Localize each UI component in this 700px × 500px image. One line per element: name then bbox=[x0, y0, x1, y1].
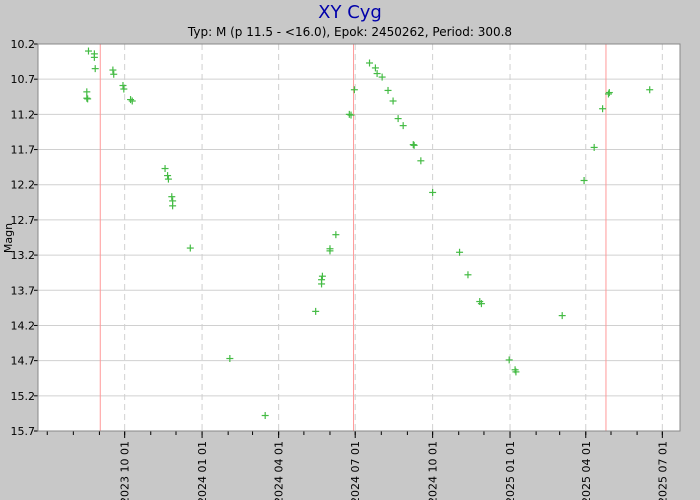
data-point bbox=[456, 248, 464, 256]
axis-layer: 10.2 10.7 11.2 11.7 12.2 12.7 13.2 13.7 14.2 14.7… bbox=[11, 38, 681, 500]
data-point bbox=[161, 165, 169, 173]
data-point bbox=[590, 143, 598, 151]
data-point bbox=[164, 172, 172, 180]
data-point bbox=[318, 280, 326, 288]
data-point bbox=[429, 188, 437, 196]
data-point bbox=[394, 115, 402, 123]
x-tick-label: 2025 01 01 bbox=[504, 441, 517, 500]
data-point bbox=[384, 86, 392, 94]
data-point bbox=[604, 90, 612, 98]
data-point bbox=[646, 86, 654, 94]
data-point bbox=[366, 59, 374, 67]
x-tick-label: 2024 07 01 bbox=[349, 441, 362, 500]
data-point bbox=[127, 96, 135, 104]
plot-frame bbox=[37, 43, 681, 432]
y-tick-label: 12.2 bbox=[11, 179, 36, 192]
data-point bbox=[261, 412, 269, 420]
chart-title: XY Cyg bbox=[318, 2, 382, 23]
data-point bbox=[169, 202, 177, 210]
grid-layer bbox=[38, 43, 680, 432]
data-point bbox=[350, 86, 358, 94]
data-point bbox=[312, 307, 320, 315]
data-point bbox=[512, 368, 520, 376]
x-tick-label: 2023 10 01 bbox=[119, 441, 132, 500]
data-point bbox=[318, 272, 326, 280]
x-tick-label: 2024 04 01 bbox=[273, 441, 286, 500]
y-axis-label: Magn bbox=[2, 223, 15, 253]
data-point bbox=[110, 70, 118, 78]
y-tick-label: 11.2 bbox=[11, 108, 36, 121]
data-point bbox=[332, 231, 340, 239]
chart-subtitle: Typ: M (p 11.5 - <16.0), Epok: 2450262, … bbox=[187, 25, 513, 39]
x-tick-label: 2025 07 01 bbox=[656, 441, 669, 500]
data-point bbox=[371, 64, 379, 72]
data-point bbox=[599, 105, 607, 113]
data-point bbox=[558, 312, 566, 320]
data-point bbox=[90, 53, 98, 61]
data-point bbox=[226, 355, 234, 363]
data-point bbox=[109, 66, 117, 74]
data-point bbox=[84, 95, 92, 103]
y-tick-label: 10.2 bbox=[11, 38, 36, 51]
data-point bbox=[409, 141, 417, 149]
data-point bbox=[84, 47, 92, 55]
data-point bbox=[410, 141, 418, 149]
data-point bbox=[128, 97, 136, 105]
y-tick-label: 15.7 bbox=[11, 425, 36, 438]
data-point bbox=[580, 177, 588, 185]
data-point bbox=[83, 94, 91, 102]
x-tick-label: 2024 10 01 bbox=[427, 441, 440, 500]
data-point bbox=[326, 247, 334, 255]
data-point bbox=[399, 122, 407, 130]
data-point bbox=[417, 157, 425, 165]
data-point bbox=[477, 300, 485, 308]
y-tick-label: 13.2 bbox=[11, 249, 36, 262]
y-tick-label: 13.7 bbox=[11, 284, 36, 297]
point-layer bbox=[83, 47, 654, 420]
plot-area bbox=[38, 44, 680, 431]
x-tick-label: 2024 01 01 bbox=[196, 441, 209, 500]
y-tick-label: 14.2 bbox=[11, 319, 36, 332]
data-point bbox=[91, 65, 99, 73]
data-point bbox=[119, 82, 127, 90]
y-tick-label: 10.7 bbox=[11, 73, 36, 86]
data-point bbox=[373, 70, 381, 78]
y-tick-label: 11.7 bbox=[11, 144, 36, 157]
data-point bbox=[605, 89, 613, 97]
x-tick-label: 2025 04 01 bbox=[580, 441, 593, 500]
y-tick-label: 15.2 bbox=[11, 390, 36, 403]
y-tick-label: 14.7 bbox=[11, 355, 36, 368]
data-point bbox=[347, 111, 355, 119]
data-point bbox=[168, 193, 176, 201]
y-tick-label: 12.7 bbox=[11, 214, 36, 227]
data-point bbox=[389, 97, 397, 105]
data-point bbox=[186, 244, 194, 252]
data-point bbox=[345, 110, 353, 118]
data-point bbox=[164, 175, 172, 183]
data-point bbox=[120, 85, 128, 93]
data-point bbox=[378, 73, 386, 81]
data-point bbox=[83, 88, 91, 96]
data-point bbox=[464, 271, 472, 279]
data-point bbox=[505, 356, 513, 364]
